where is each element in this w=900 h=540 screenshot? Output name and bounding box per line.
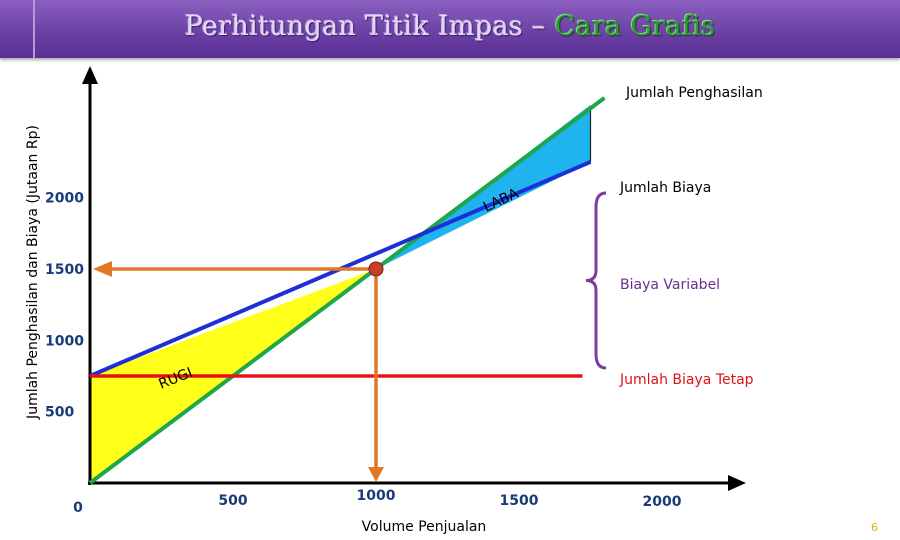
y-tick-label: 500 — [45, 405, 74, 421]
variable-cost-brace — [585, 191, 607, 370]
title-part-2: Cara Grafis — [554, 11, 716, 42]
y-axis-title: Jumlah Penghasilan dan Biaya (Jutaan Rp) — [25, 125, 41, 420]
variable-cost-label: Biaya Variabel — [620, 277, 720, 293]
x-tick-label: 1000 — [357, 488, 396, 504]
break-even-point — [368, 261, 384, 277]
x-tick-label: 2000 — [643, 494, 682, 510]
slide-title: Perhitungan Titik Impas – Cara Grafis — [0, 11, 900, 42]
fixed-cost-label: Jumlah Biaya Tetap — [619, 372, 754, 388]
revenue-line — [88, 96, 606, 485]
break-even-y-arrowhead — [93, 260, 112, 277]
y-axis-arrow — [82, 66, 98, 84]
x-tick-label: 500 — [218, 493, 247, 509]
x-tick-label: 1500 — [500, 493, 539, 509]
x-tick-label: 0 — [73, 500, 83, 516]
title-part-1: Perhitungan Titik Impas – — [184, 11, 555, 42]
title-divider — [33, 0, 35, 58]
page-number: 6 — [871, 521, 878, 534]
total-cost-label: Jumlah Biaya — [619, 180, 711, 196]
break-even-x-arrowhead — [368, 467, 384, 482]
y-tick-label: 1500 — [45, 262, 84, 278]
revenue-label: Jumlah Penghasilan — [625, 85, 763, 101]
x-axis-title: Volume Penjualan — [362, 519, 487, 535]
x-axis-arrow — [728, 475, 746, 491]
y-tick-label: 2000 — [45, 191, 84, 207]
title-bar: Perhitungan Titik Impas – Cara Grafis — [0, 0, 900, 58]
y-tick-label: 1000 — [45, 333, 84, 349]
